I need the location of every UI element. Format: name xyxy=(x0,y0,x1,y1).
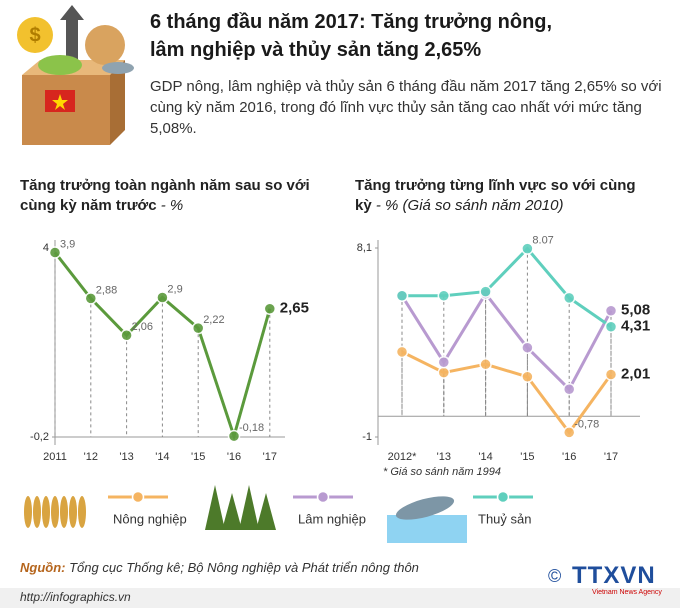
legend-icon xyxy=(69,496,77,528)
point xyxy=(395,345,409,359)
chart-title-unit: - % (Giá so sánh năm 2010) xyxy=(375,197,564,214)
legend-icon xyxy=(387,515,467,543)
chart-title: Tăng trưởng toàn ngành năm sau so với cù… xyxy=(20,176,310,216)
legend-icon xyxy=(222,493,242,530)
point xyxy=(437,366,451,379)
legend-icon xyxy=(60,496,68,528)
x-tick-label: '14 xyxy=(478,451,492,463)
point xyxy=(479,358,492,371)
series-line xyxy=(53,251,272,442)
value-label: 2,01 xyxy=(621,365,650,382)
chart-title-unit: - % xyxy=(160,197,184,214)
value-label: 2,22 xyxy=(203,314,224,326)
y-tick-label: 8,1 xyxy=(357,242,372,254)
point xyxy=(263,302,277,315)
series-line xyxy=(401,350,613,435)
header-icon: $ xyxy=(17,5,134,145)
value-label: -0,78 xyxy=(574,418,599,430)
point xyxy=(562,426,576,439)
value-label: 5,08 xyxy=(621,302,650,319)
point xyxy=(437,355,451,369)
legend-icon xyxy=(33,496,41,528)
series-line xyxy=(400,291,613,392)
value-label: 2,88 xyxy=(96,284,117,296)
y-tick-label: -0,2 xyxy=(30,431,49,443)
point xyxy=(604,368,618,381)
legend-icon xyxy=(42,496,50,528)
legend-icon xyxy=(78,496,86,528)
point xyxy=(562,382,576,396)
x-tick-label: 2011 xyxy=(43,451,67,463)
point xyxy=(84,292,98,305)
legend-icon xyxy=(395,496,455,520)
point xyxy=(191,321,205,335)
legend-marker xyxy=(131,490,145,504)
x-tick-label: '16 xyxy=(562,451,576,463)
legend-icon xyxy=(51,496,59,528)
x-tick-label: '17 xyxy=(263,451,277,463)
logo: TTXVN xyxy=(572,562,656,589)
point xyxy=(437,289,451,303)
point xyxy=(521,341,534,354)
source-text: Tổng cục Thống kê; Bộ Nông nghiệp và Phá… xyxy=(69,560,419,575)
logo-sub: Vietnam News Agency xyxy=(592,589,662,596)
point xyxy=(395,289,409,303)
legend-icon xyxy=(239,485,259,530)
point xyxy=(604,320,618,333)
title: 6 tháng đầu năm 2017: Tăng trưởng nông, … xyxy=(150,11,553,61)
x-tick-label: '14 xyxy=(155,451,169,463)
x-tick-label: '16 xyxy=(227,451,241,463)
value-label: 2,65 xyxy=(280,300,309,317)
source: Nguồn: Tổng cục Thống kê; Bộ Nông nghiệp… xyxy=(20,560,419,575)
svg-text:$: $ xyxy=(29,24,40,46)
legend-marker xyxy=(496,490,510,504)
point xyxy=(521,370,534,384)
y-tick-label: 4 xyxy=(43,242,49,254)
chart-title: Tăng trưởng từng lĩnh vực so với cùng kỳ… xyxy=(355,176,645,216)
x-tick-label: '12 xyxy=(84,451,98,463)
point xyxy=(227,429,241,443)
x-tick-label: '15 xyxy=(520,451,534,463)
point xyxy=(604,304,618,317)
value-label: 8.07 xyxy=(532,235,553,247)
point xyxy=(521,242,534,255)
legend-label: Lâm nghiệp xyxy=(298,511,366,526)
point xyxy=(562,291,576,305)
chart-title-text: Tăng trưởng toàn ngành năm sau so với cù… xyxy=(20,177,310,214)
point xyxy=(48,246,62,259)
y-tick-label: -1 xyxy=(362,431,372,443)
legend-icon xyxy=(24,496,32,528)
footnote: * Giá so sánh năm 1994 xyxy=(383,466,502,478)
value-label: -0,18 xyxy=(239,422,264,434)
legend-marker xyxy=(316,490,330,504)
value-label: 4,31 xyxy=(621,318,650,335)
x-tick-label: '13 xyxy=(437,451,451,463)
point xyxy=(120,329,133,342)
point xyxy=(156,291,169,304)
legend-icon xyxy=(205,485,225,530)
value-label: 3,9 xyxy=(60,238,75,250)
legend-label: Nông nghiệp xyxy=(113,511,187,526)
footer-band xyxy=(0,588,680,608)
description: GDP nông, lâm nghiệp và thủy sản 6 tháng… xyxy=(150,78,662,137)
value-label: 2,9 xyxy=(167,283,182,295)
legend-label: Thuỷ sản xyxy=(478,511,531,526)
source-label: Nguồn: xyxy=(20,560,66,575)
chart-title-text: Tăng trưởng từng lĩnh vực so với cùng kỳ xyxy=(355,177,636,214)
x-tick-label: '17 xyxy=(604,451,618,463)
series-line xyxy=(402,246,612,328)
value-label: 2,06 xyxy=(132,321,153,333)
x-tick-label: 2012* xyxy=(388,451,417,463)
legend-icon xyxy=(256,493,276,530)
url: http://infographics.vn xyxy=(20,590,131,604)
x-tick-label: '15 xyxy=(191,451,205,463)
x-tick-label: '13 xyxy=(119,451,133,463)
copyright-icon: © xyxy=(548,566,562,586)
point xyxy=(479,285,492,298)
